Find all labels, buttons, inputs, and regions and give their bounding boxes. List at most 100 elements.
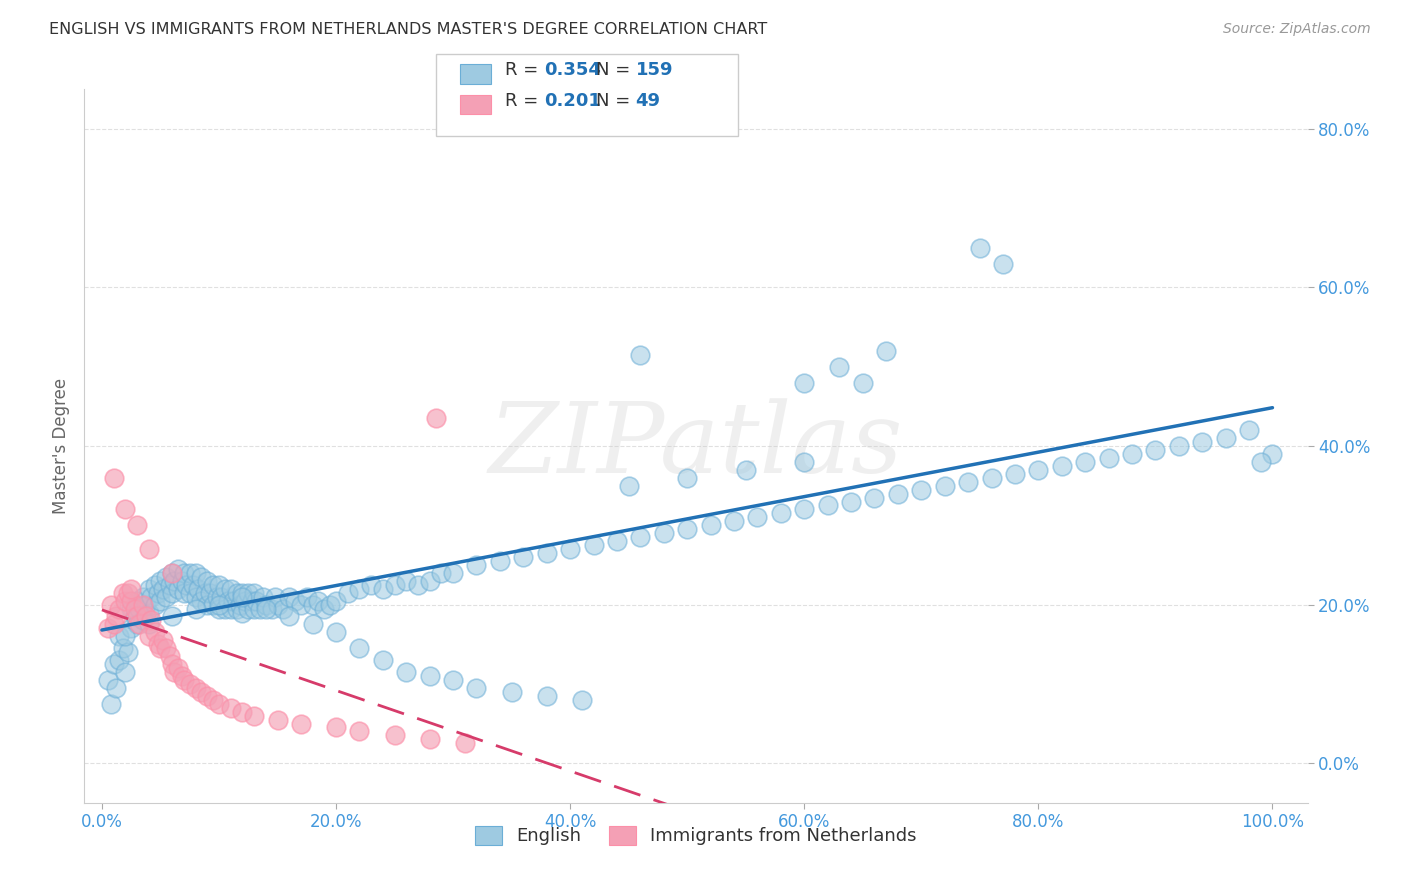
Point xyxy=(124,601,146,615)
Point xyxy=(222,593,245,607)
Text: 0.201: 0.201 xyxy=(544,92,600,110)
Y-axis label: Master's Degree: Master's Degree xyxy=(52,378,70,514)
Point xyxy=(173,585,195,599)
Point xyxy=(202,692,225,706)
Point xyxy=(934,478,956,492)
Point xyxy=(179,566,201,580)
Point xyxy=(195,689,218,703)
Text: 49: 49 xyxy=(636,92,661,110)
Point xyxy=(314,601,336,615)
Point xyxy=(676,522,699,536)
Point xyxy=(155,570,177,584)
Point xyxy=(325,721,347,735)
Point xyxy=(167,582,190,596)
Point xyxy=(167,562,190,576)
Point xyxy=(114,665,136,679)
Point xyxy=(290,598,312,612)
Point xyxy=(1004,467,1026,481)
Point xyxy=(371,653,394,667)
Point xyxy=(395,574,418,588)
Point xyxy=(349,724,371,739)
Point xyxy=(839,494,862,508)
Point xyxy=(149,593,172,607)
Point xyxy=(652,526,675,541)
Point xyxy=(114,629,136,643)
Point xyxy=(208,601,231,615)
Point xyxy=(100,697,122,711)
Point xyxy=(1121,447,1143,461)
Point xyxy=(104,609,127,624)
Point xyxy=(111,641,134,656)
Point xyxy=(360,578,382,592)
Point xyxy=(217,593,239,607)
Point xyxy=(1167,439,1189,453)
Point xyxy=(155,641,177,656)
Point xyxy=(1237,423,1260,437)
Point xyxy=(194,585,217,599)
Point xyxy=(676,471,699,485)
Point xyxy=(273,601,295,615)
Point xyxy=(501,685,523,699)
Point xyxy=(160,657,183,671)
Point xyxy=(406,578,429,592)
Point xyxy=(208,697,231,711)
Point xyxy=(628,530,651,544)
Point xyxy=(260,601,283,615)
Point xyxy=(187,582,209,596)
Point xyxy=(208,598,231,612)
Point xyxy=(231,590,253,604)
Point xyxy=(125,518,148,533)
Point xyxy=(179,585,201,599)
Point xyxy=(254,601,277,615)
Point xyxy=(190,593,212,607)
Point xyxy=(143,598,166,612)
Point xyxy=(219,601,242,615)
Point xyxy=(993,257,1015,271)
Text: N =: N = xyxy=(596,62,636,79)
Point xyxy=(174,578,197,592)
Point xyxy=(214,582,236,596)
Point xyxy=(465,681,488,695)
Point xyxy=(163,665,186,679)
Point xyxy=(957,475,980,489)
Point xyxy=(97,621,120,635)
Point xyxy=(125,617,148,632)
Point xyxy=(349,582,371,596)
Point xyxy=(308,593,330,607)
Point xyxy=(120,621,142,635)
Point xyxy=(628,348,651,362)
Text: Source: ZipAtlas.com: Source: ZipAtlas.com xyxy=(1223,22,1371,37)
Point xyxy=(852,376,875,390)
Point xyxy=(139,590,162,604)
Point xyxy=(1261,447,1284,461)
Point xyxy=(114,502,136,516)
Text: 159: 159 xyxy=(636,62,673,79)
Point xyxy=(159,578,181,592)
Point xyxy=(384,578,406,592)
Point xyxy=(295,590,318,604)
Point xyxy=(617,478,640,492)
Point xyxy=(266,598,288,612)
Point xyxy=(266,713,288,727)
Point xyxy=(208,578,231,592)
Point xyxy=(606,534,628,549)
Point xyxy=(249,601,271,615)
Point xyxy=(284,593,307,607)
Point xyxy=(238,601,260,615)
Point xyxy=(571,692,593,706)
Point xyxy=(419,669,441,683)
Point xyxy=(425,411,447,425)
Point xyxy=(817,499,839,513)
Point xyxy=(114,593,136,607)
Point xyxy=(132,598,155,612)
Point xyxy=(100,598,122,612)
Point xyxy=(135,609,157,624)
Point xyxy=(117,645,139,659)
Point xyxy=(195,574,218,588)
Point xyxy=(290,716,312,731)
Point xyxy=(233,593,256,607)
Point xyxy=(103,657,125,671)
Point xyxy=(793,502,815,516)
Point xyxy=(243,601,266,615)
Point xyxy=(252,590,274,604)
